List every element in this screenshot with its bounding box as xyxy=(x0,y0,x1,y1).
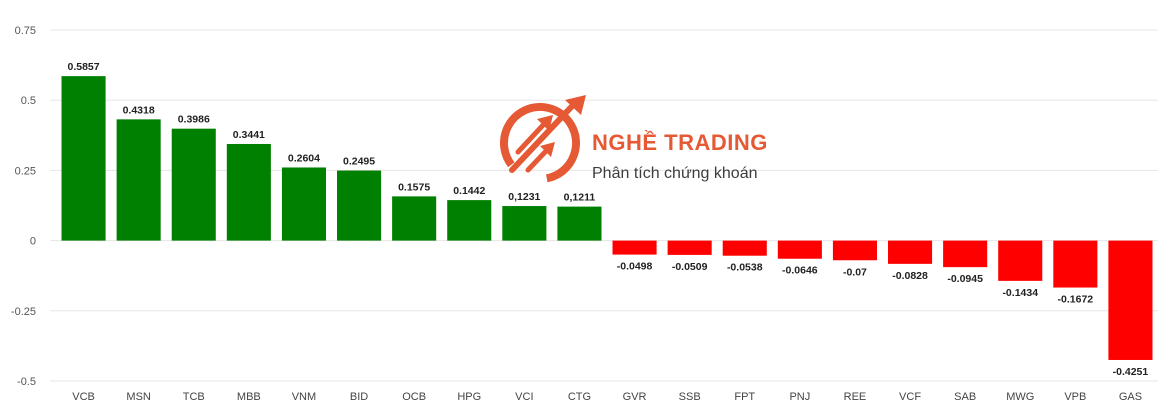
bar-ocb xyxy=(392,196,437,241)
x-tick-label: SAB xyxy=(954,391,976,403)
bar-pnj xyxy=(777,240,822,259)
bar-hpg xyxy=(447,200,492,241)
y-axis-ticks: 0.75 0.5 0.25 0 -0.25 -0.5 xyxy=(11,25,36,388)
bar-vci xyxy=(502,206,547,241)
x-tick-label: SSB xyxy=(679,391,701,403)
x-tick-label: CTG xyxy=(568,391,591,403)
x-tick-label: OCB xyxy=(402,391,426,403)
bar-vcb xyxy=(61,76,106,241)
data-label: -0.0538 xyxy=(727,262,763,274)
x-tick-label: MSN xyxy=(126,391,151,403)
y-tick-label: 0.5 xyxy=(21,95,36,107)
data-label: 0.1442 xyxy=(453,185,485,197)
data-label: 0.4318 xyxy=(123,104,155,116)
bar-tcb xyxy=(171,128,216,241)
trending-up-arrows-logo xyxy=(500,95,586,183)
bar-ctg xyxy=(557,206,602,241)
grid-lines xyxy=(50,29,1158,382)
bar-sab xyxy=(943,240,988,268)
data-label: -0.0828 xyxy=(892,270,928,282)
y-tick-label: 0.25 xyxy=(15,165,36,177)
bars xyxy=(61,76,1153,360)
data-label: 0.3441 xyxy=(233,129,265,141)
brand-name: NGHỀ TRADING xyxy=(592,130,768,155)
x-tick-label: VCF xyxy=(899,391,921,403)
data-label: -0.0509 xyxy=(672,261,708,273)
x-tick-label: GVR xyxy=(623,391,647,403)
x-tick-label: FPT xyxy=(734,391,755,403)
data-label: -0.0945 xyxy=(947,273,983,285)
bar-ssb xyxy=(667,240,712,255)
data-label: 0.5857 xyxy=(67,61,99,73)
x-axis-categories: VCB MSN TCB MBB VNM BID OCB HPG VCI CTG GVR SSB FPT P… xyxy=(72,391,1142,403)
data-label: 0.3986 xyxy=(178,114,210,126)
bar-vcf xyxy=(888,240,933,264)
x-tick-label: PNJ xyxy=(789,391,810,403)
bar-ree xyxy=(832,240,877,261)
data-label: 0.2495 xyxy=(343,156,375,168)
data-label: 0,1231 xyxy=(508,191,540,203)
data-label: -0.4251 xyxy=(1113,366,1149,378)
x-tick-label: VCI xyxy=(515,391,533,403)
x-tick-label: VCB xyxy=(72,391,95,403)
bar-vpb xyxy=(1053,240,1098,288)
x-tick-label: BID xyxy=(350,391,368,403)
y-tick-label: -0.25 xyxy=(11,306,36,318)
bar-mwg xyxy=(998,240,1043,281)
data-labels: 0.5857 0.4318 0.3986 0.3441 0.2604 0.2495 0.15… xyxy=(67,61,1148,378)
x-tick-label: VPB xyxy=(1064,391,1086,403)
data-label: -0.0498 xyxy=(617,261,653,273)
x-tick-label: MWG xyxy=(1006,391,1034,403)
y-tick-label: -0.5 xyxy=(17,376,36,388)
bar-mbb xyxy=(226,143,271,241)
x-tick-label: TCB xyxy=(183,391,205,403)
bar-vnm xyxy=(281,167,326,241)
y-tick-label: 0 xyxy=(30,236,36,248)
bar-gvr xyxy=(612,240,657,255)
brand-tagline: Phân tích chứng khoán xyxy=(592,165,758,182)
bar-gas xyxy=(1108,240,1153,360)
x-tick-label: GAS xyxy=(1119,391,1142,403)
data-label: 0.1575 xyxy=(398,181,430,193)
data-label: -0.0646 xyxy=(782,265,818,277)
x-tick-label: VNM xyxy=(292,391,316,403)
data-label: -0.07 xyxy=(843,266,867,278)
bar-bid xyxy=(337,170,382,241)
data-label: -0.1434 xyxy=(1002,287,1038,299)
x-tick-label: REE xyxy=(844,391,867,403)
data-label: -0.1672 xyxy=(1058,294,1094,306)
bar-fpt xyxy=(722,240,767,256)
x-tick-label: MBB xyxy=(237,391,261,403)
y-tick-label: 0.75 xyxy=(15,25,36,37)
x-tick-label: HPG xyxy=(457,391,481,403)
data-label: 0,1211 xyxy=(564,192,596,204)
bar-msn xyxy=(116,119,161,241)
brand-watermark: NGHỀ TRADING Phân tích chứng khoán xyxy=(500,95,768,183)
data-label: 0.2604 xyxy=(288,152,320,164)
